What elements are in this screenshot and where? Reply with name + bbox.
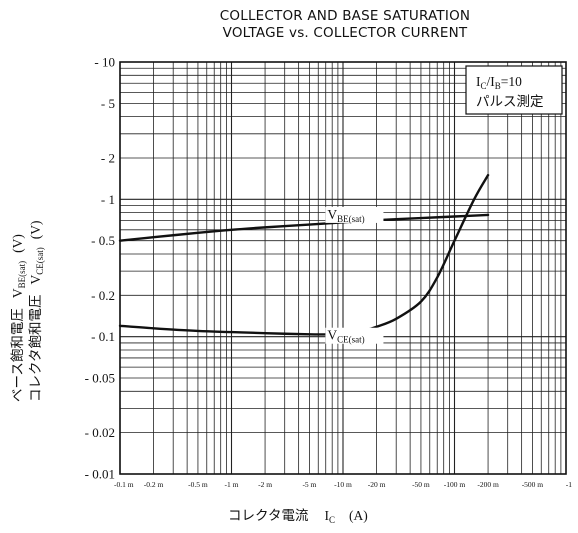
x-tick-labels: -0.1 m -0.2 m -0.5 m -1 m -2 m -5 m -10 m -20 m… [114, 480, 572, 489]
x-tick-label: -100 m [444, 480, 466, 489]
x-tick-label: -0.1 m [114, 480, 134, 489]
y-tick-label: - 0.2 [91, 288, 115, 303]
x-tick-label: -5 m [302, 480, 316, 489]
y-axis-label: ベース飽和電圧VBE(sat)(V) コレクタ飽和電圧VCE(sat)(V) [10, 221, 45, 402]
series-labels: VBE(sat) VCE(sat) [325, 206, 384, 345]
series-label: VBE(sat) [327, 207, 364, 224]
y-tick-label: - 0.02 [85, 425, 115, 440]
legend-ratio-label: IC/IB=10 [476, 74, 522, 91]
legend-frame [465, 65, 563, 115]
x-tick-label: -50 m [412, 480, 430, 489]
y-tick-label: - 0.5 [91, 233, 115, 248]
x-tick-label: -1 m [225, 480, 239, 489]
y-tick-label: - 0.01 [85, 467, 115, 482]
series-label: VCE(sat) [327, 328, 364, 345]
x-tick-label: -200 m [477, 480, 499, 489]
plot-frame [119, 61, 567, 475]
y-tick-label: - 0.1 [91, 329, 115, 344]
legend-box: IC/IB=10 パルス測定 [465, 65, 563, 115]
series-label-background [325, 206, 384, 223]
x-tick-label: -1 [566, 480, 572, 489]
x-tick-label: -0.2 m [144, 480, 164, 489]
chart-title: COLLECTOR AND BASE SATURATION VOLTAGE vs… [120, 8, 570, 42]
grid [119, 62, 566, 475]
x-tick-label: -0.5 m [188, 480, 208, 489]
y-tick-labels: - 10 - 5 - 2 - 1 - 0.5 - 0.2 - 0.1 - 0.05 - 0.02… [85, 55, 115, 482]
x-axis-label: コレクタ電流 IC (A) [228, 508, 368, 525]
x-tick-label: -20 m [368, 480, 386, 489]
series-label-background [325, 327, 384, 344]
series-line-vbe-sat [118, 213, 490, 242]
y-axis-label-base: ベース飽和電圧VBE(sat)(V) [10, 234, 27, 402]
x-tick-label: -500 m [522, 480, 544, 489]
y-tick-label: - 5 [101, 96, 115, 111]
y-tick-label: - 0.05 [85, 371, 115, 386]
chart-title-line-2: VOLTAGE vs. COLLECTOR CURRENT [222, 25, 468, 41]
chart-title-line-1: COLLECTOR AND BASE SATURATION [219, 8, 471, 24]
y-tick-label: - 1 [101, 192, 115, 207]
legend-pulse-label: パルス測定 [476, 94, 544, 109]
y-tick-label: - 2 [101, 150, 115, 165]
y-axis-label-collector: コレクタ飽和電圧VCE(sat)(V) [28, 221, 45, 402]
x-tick-label: -10 m [334, 480, 352, 489]
y-tick-label: - 10 [94, 55, 115, 70]
x-tick-label: -2 m [258, 480, 272, 489]
